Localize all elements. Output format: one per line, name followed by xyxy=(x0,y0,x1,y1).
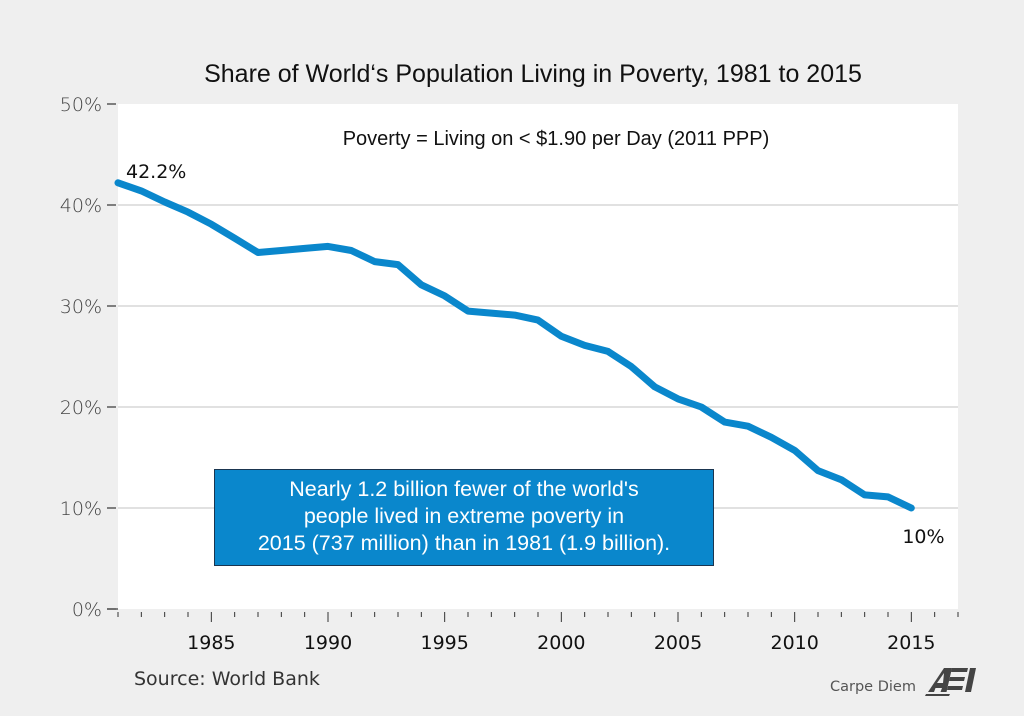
brand-name: Carpe Diem xyxy=(830,679,916,695)
annotation-line: people lived in extreme poverty in xyxy=(303,504,625,528)
x-tick-label: 2010 xyxy=(770,632,818,654)
x-tick-label: 1995 xyxy=(420,632,468,654)
data-label: 10% xyxy=(902,526,944,548)
x-tick-label: 1990 xyxy=(304,632,352,654)
x-tick-label: 1985 xyxy=(187,632,235,654)
y-tick-label: 10% xyxy=(60,498,102,520)
y-axis: 0% 10% 20% 30% 40% 50% xyxy=(60,94,116,621)
chart-title: Share of World‘s Population Living in Po… xyxy=(204,60,862,88)
data-label: 42.2% xyxy=(126,161,186,183)
annotation-callout: Nearly 1.2 billion fewer of the world's … xyxy=(214,469,714,566)
x-tick-label: 2000 xyxy=(537,632,585,654)
annotation-line: Nearly 1.2 billion fewer of the world's xyxy=(289,477,639,501)
y-tick-label: 30% xyxy=(60,296,102,318)
annotation-line: 2015 (737 million) than in 1981 (1.9 bil… xyxy=(257,531,671,555)
aei-logo-icon xyxy=(925,668,976,696)
y-tick-label: 0% xyxy=(72,599,102,621)
y-tick-label: 20% xyxy=(60,397,102,419)
x-axis: 1985 1990 1995 2000 2005 2010 2015 xyxy=(107,608,959,654)
series-group xyxy=(114,179,915,512)
x-tick-label: 2015 xyxy=(887,632,935,654)
source-note: Source: World Bank xyxy=(134,668,320,690)
y-tick-label: 50% xyxy=(60,94,102,116)
chart-subtitle: Poverty = Living on < $1.90 per Day (201… xyxy=(343,128,770,150)
data-labels: 42.2% 10% xyxy=(126,161,945,548)
y-tick-label: 40% xyxy=(60,195,102,217)
x-tick-label: 2005 xyxy=(654,632,702,654)
